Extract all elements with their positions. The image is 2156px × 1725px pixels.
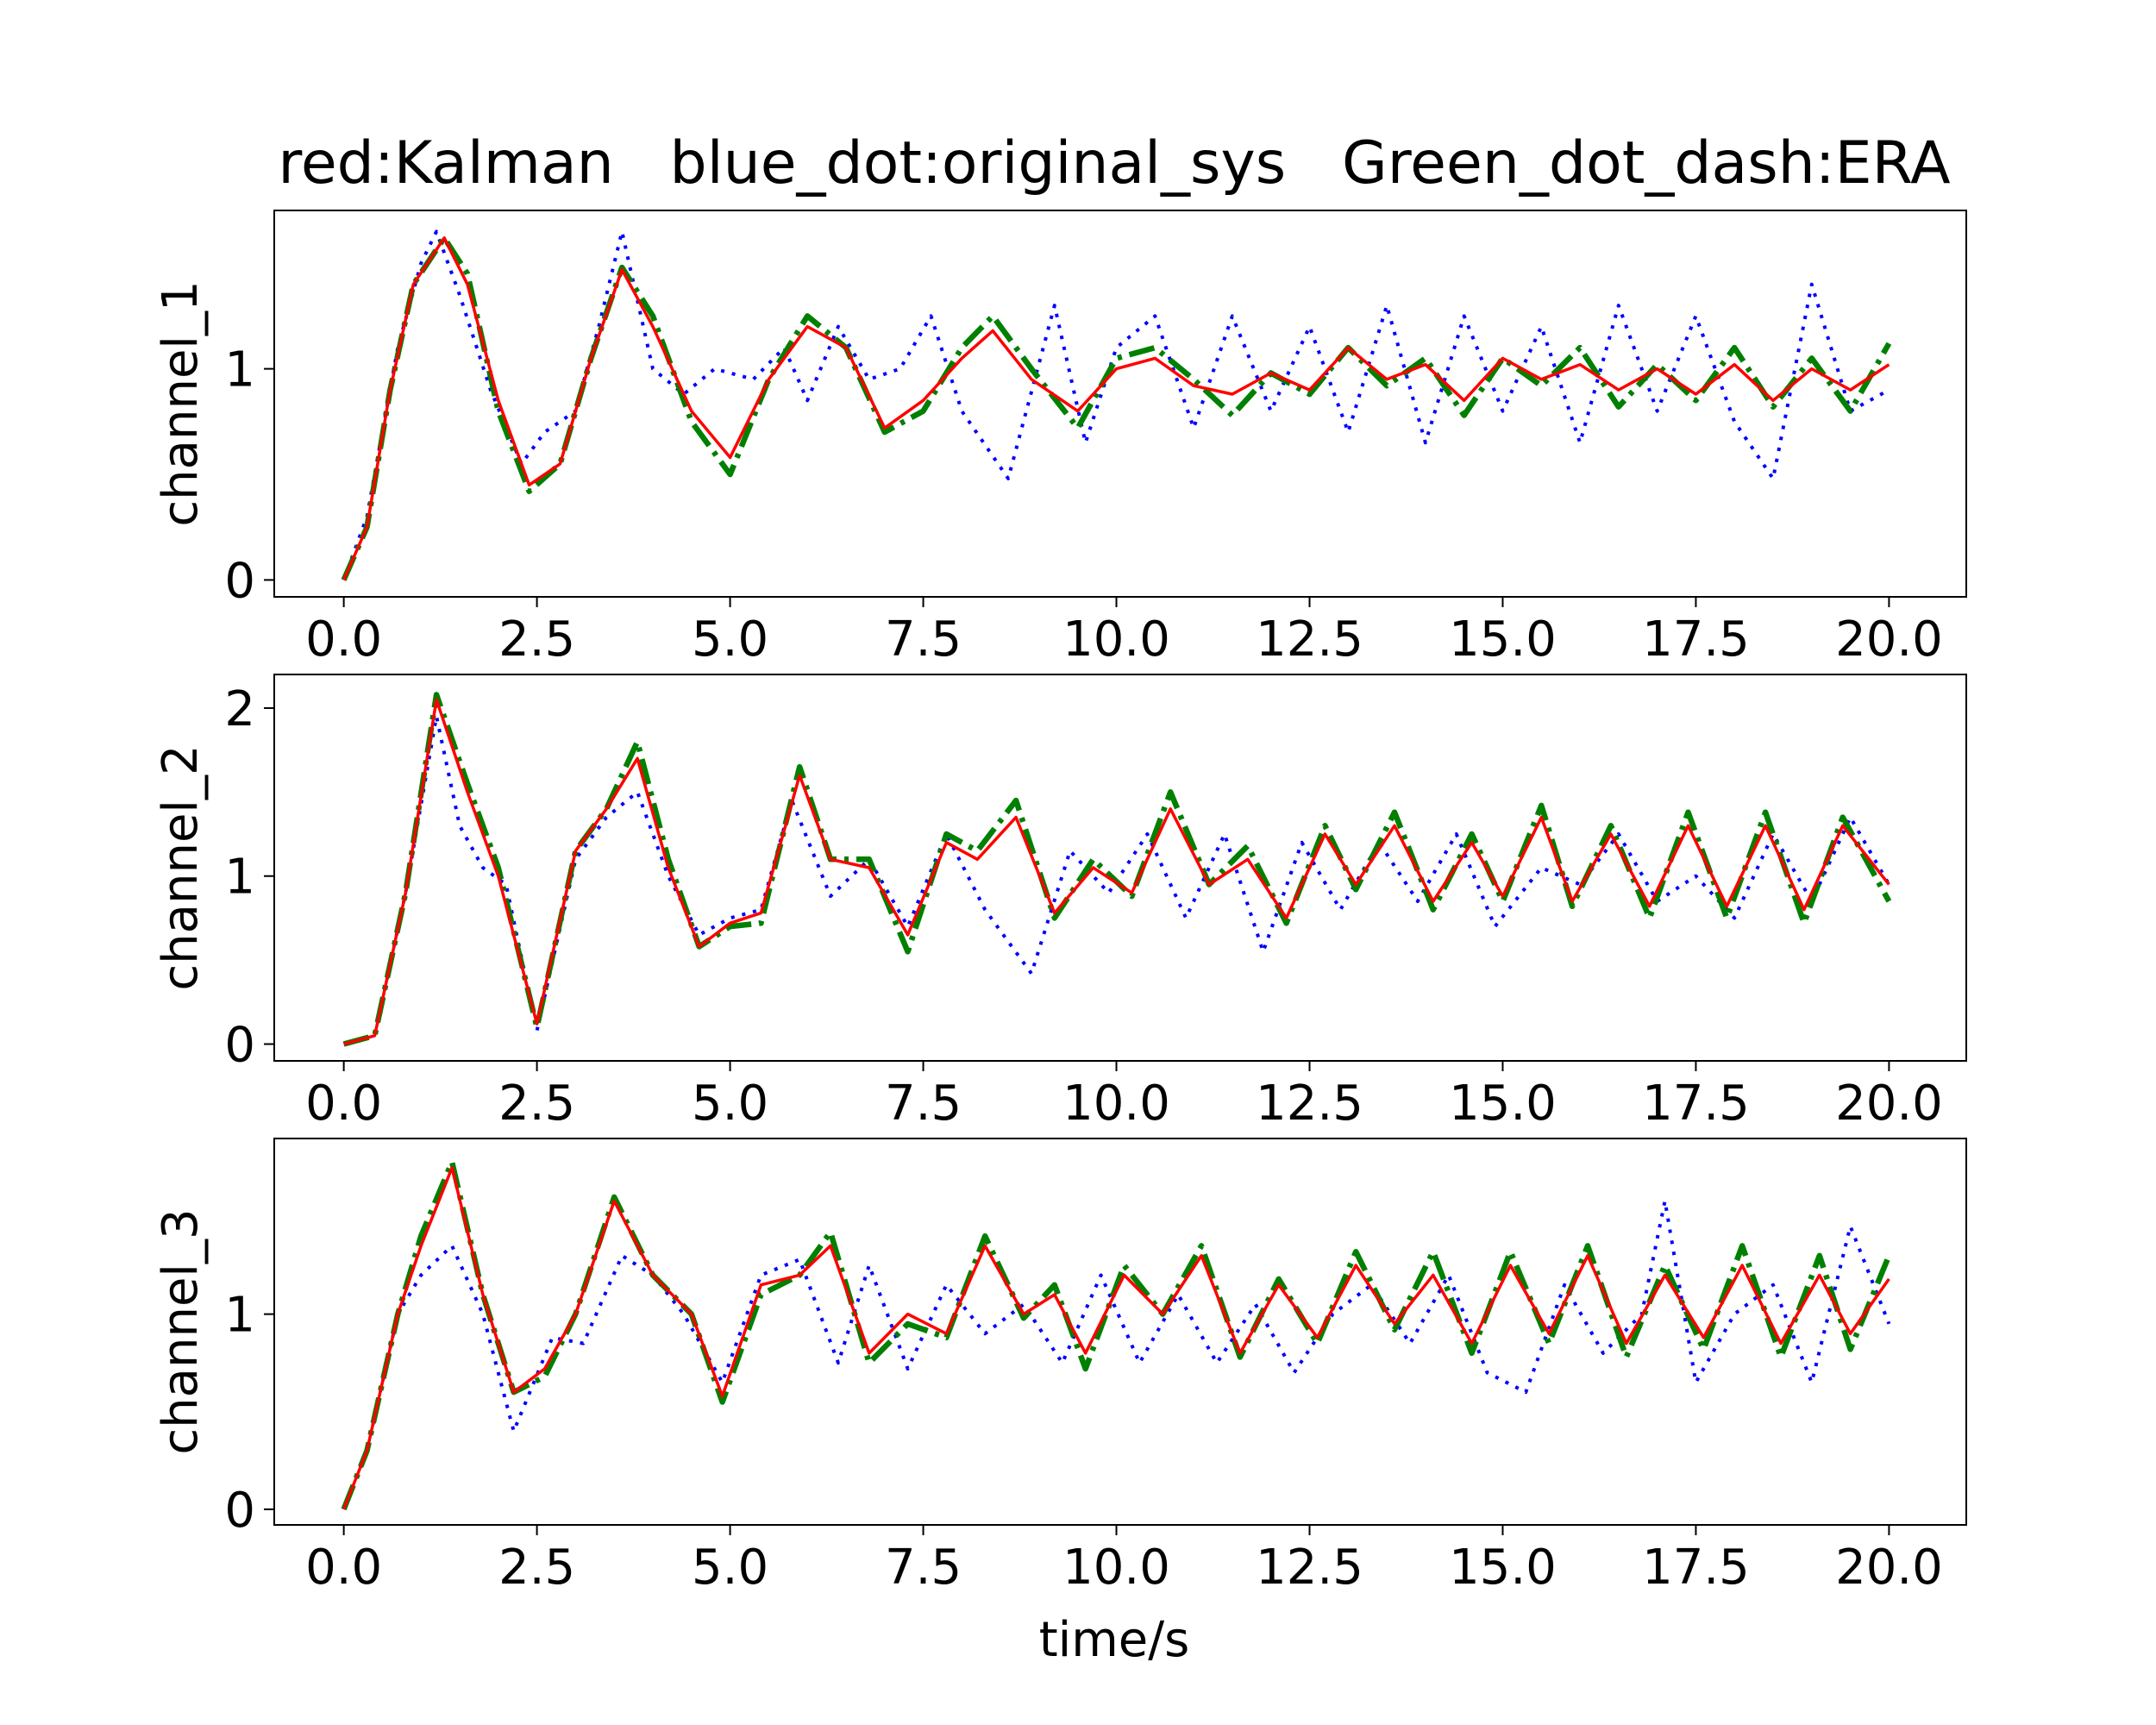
y-tick-label: 0: [224, 1018, 255, 1074]
x-tick-label: 20.0: [1835, 1076, 1943, 1132]
x-axis-label: time/s: [1039, 1612, 1190, 1668]
x-tick-label: 5.0: [692, 612, 768, 668]
x-tick-label: 12.5: [1256, 1076, 1363, 1132]
axes-frame: [273, 210, 1967, 598]
series-line-original_sys: [342, 229, 1890, 581]
subplot-3: 0.0 2.5 5.0 7.5 10.0 12.5 15.0 17.5 20.0 0 1 channe…: [153, 1138, 1967, 1596]
x-tick-label: 7.5: [885, 1076, 962, 1132]
subplot-2: 0.0 2.5 5.0 7.5 10.0 12.5 15.0 17.5 20.0 0 1 2 chann…: [153, 674, 1967, 1132]
x-tick-label: 15.0: [1449, 1076, 1557, 1132]
y-axis-label: channel_1: [153, 280, 209, 526]
series-line-kalman: [342, 1166, 1890, 1510]
x-tick-label: 7.5: [885, 1540, 962, 1596]
x-tick-label: 2.5: [498, 1540, 575, 1596]
series-line-kalman: [342, 236, 1890, 581]
axes-frame: [273, 1138, 1967, 1526]
y-tick-label: 1: [224, 850, 255, 906]
x-tick-label: 15.0: [1449, 1540, 1557, 1596]
x-tick-label: 5.0: [692, 1076, 768, 1132]
subplots: 0.0 2.5 5.0 7.5 10.0 12.5 15.0 17.5 20.001channe…: [153, 210, 1967, 1596]
x-tick-label: 5.0: [692, 1540, 768, 1596]
y-axis-label: channel_3: [153, 1208, 209, 1454]
y-tick-label: 2: [224, 681, 255, 737]
x-tick-label: 20.0: [1835, 612, 1943, 668]
series-line-era: [341, 235, 1892, 581]
x-tick-label: 10.0: [1062, 612, 1170, 668]
x-tick-label: 0.0: [305, 612, 382, 668]
y-tick-label: 1: [224, 1288, 255, 1344]
y-tick-label: 1: [224, 342, 255, 398]
x-tick-label: 12.5: [1256, 612, 1363, 668]
x-tick-label: 0.0: [305, 1076, 382, 1132]
series-line-original_sys: [342, 1199, 1891, 1510]
subplot-1: 0.0 2.5 5.0 7.5 10.0 12.5 15.0 17.5 20.0 0 1 channe…: [153, 210, 1967, 668]
x-tick-label: 15.0: [1449, 612, 1557, 668]
x-tick-label: 20.0: [1835, 1540, 1943, 1596]
x-tick-label: 17.5: [1642, 612, 1750, 668]
x-tick-label: 7.5: [885, 612, 962, 668]
x-tick-label: 0.0: [305, 1540, 382, 1596]
y-axis-label: channel_2: [153, 744, 209, 990]
y-tick-label: 0: [224, 1483, 255, 1539]
x-tick-label: 17.5: [1642, 1076, 1750, 1132]
x-tick-label: 10.0: [1062, 1076, 1170, 1132]
x-tick-label: 17.5: [1642, 1540, 1750, 1596]
figure-title: red:Kalman blue_dot:original_sys Green_d…: [278, 129, 1950, 198]
series-line-original_sys: [343, 714, 1891, 1046]
axes-frame: [273, 674, 1967, 1062]
x-tick-label: 10.0: [1062, 1540, 1170, 1596]
series-line-kalman: [343, 698, 1890, 1046]
y-tick-label: 0: [224, 553, 255, 609]
x-tick-label: 2.5: [498, 1076, 575, 1132]
x-tick-label: 2.5: [498, 612, 575, 668]
x-tick-label: 12.5: [1256, 1540, 1363, 1596]
